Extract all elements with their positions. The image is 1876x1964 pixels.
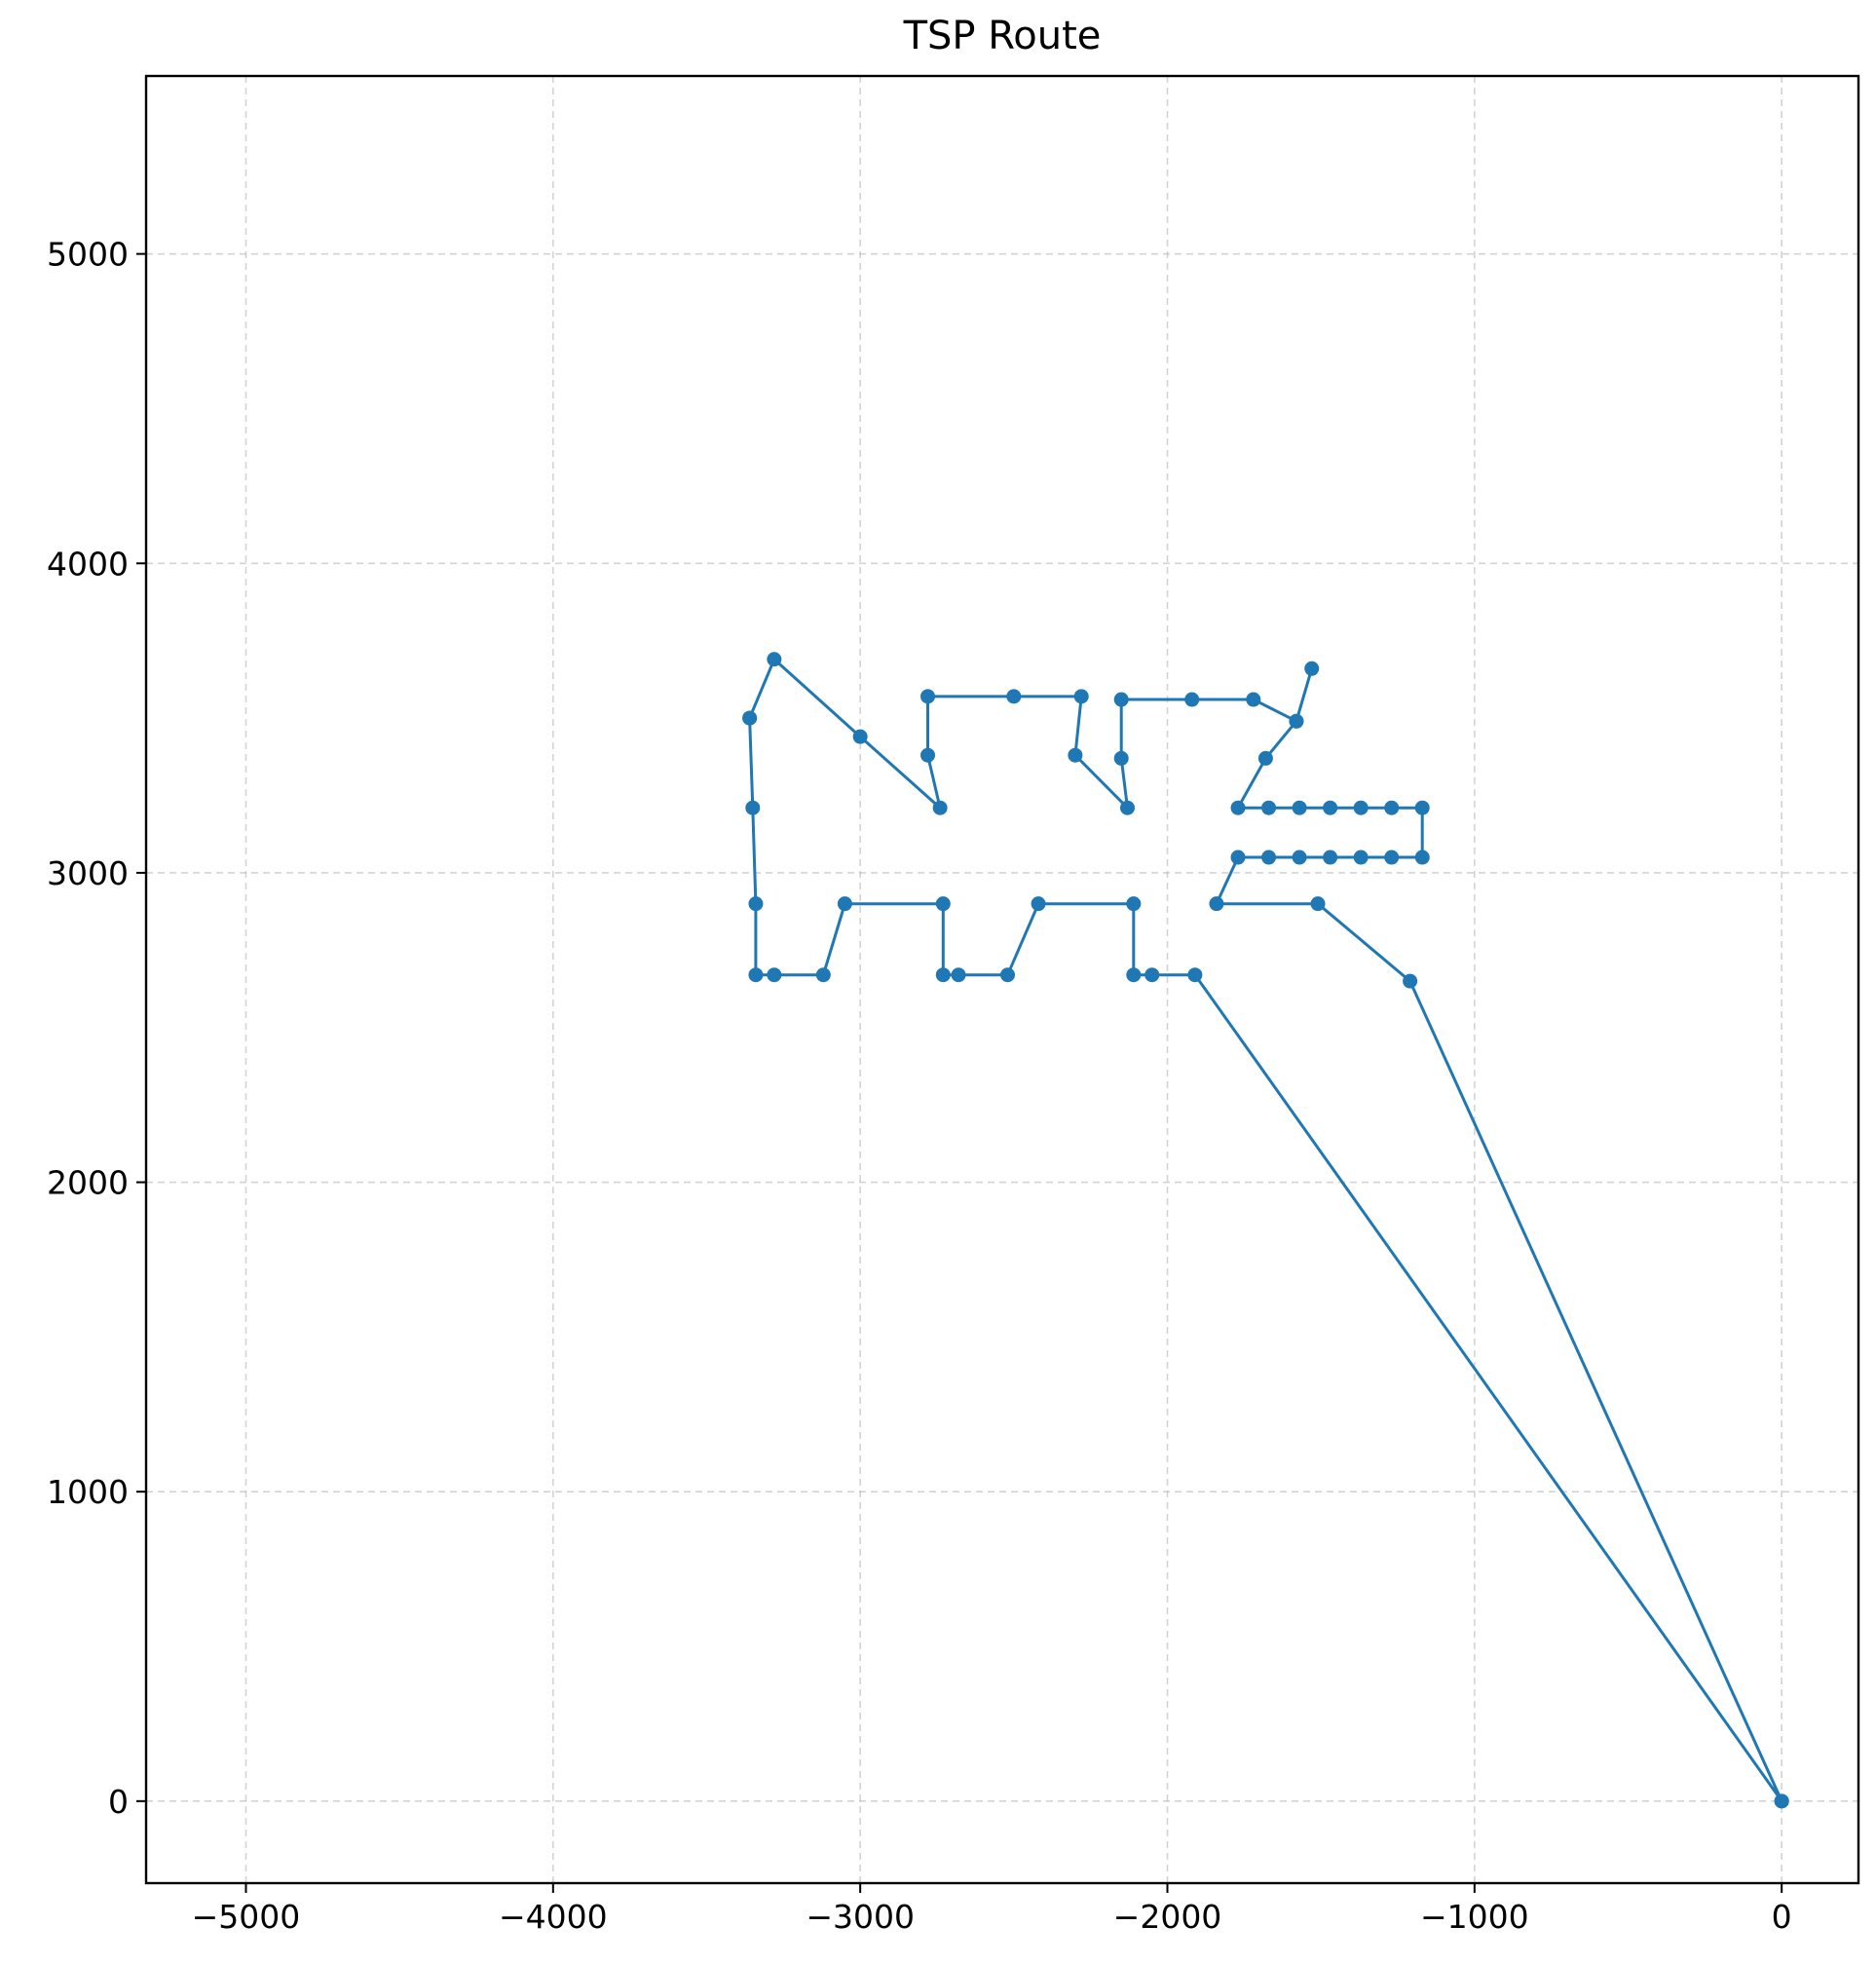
route-point xyxy=(837,896,852,912)
route-point xyxy=(1257,750,1273,766)
route-point xyxy=(748,967,764,983)
route-point xyxy=(1292,800,1307,815)
route-point xyxy=(745,800,761,815)
route-point xyxy=(1289,713,1304,729)
route-point xyxy=(932,800,948,815)
route-point xyxy=(1414,850,1430,865)
route-point xyxy=(1310,896,1326,912)
route-point xyxy=(1323,850,1338,865)
route-point xyxy=(1119,800,1135,815)
route-point xyxy=(1292,850,1307,865)
y-tick-label: 3000 xyxy=(47,854,129,892)
y-tick-label: 2000 xyxy=(47,1164,129,1202)
route-point xyxy=(1323,800,1338,815)
route-point xyxy=(935,967,951,983)
chart-title: TSP Route xyxy=(903,14,1102,58)
route-point xyxy=(1209,896,1224,912)
route-line xyxy=(748,658,1783,1802)
route-point xyxy=(1246,692,1261,707)
x-tick-label: −5000 xyxy=(192,1898,301,1936)
route-point xyxy=(1113,692,1129,707)
route-point xyxy=(1414,800,1430,815)
route-point xyxy=(935,896,951,912)
data-layer xyxy=(742,652,1789,1809)
route-point xyxy=(767,652,782,667)
route-point xyxy=(1230,800,1246,815)
route-point xyxy=(1184,692,1200,707)
x-tick-label: −1000 xyxy=(1420,1898,1529,1936)
route-point xyxy=(1144,967,1160,983)
route-point xyxy=(1113,750,1129,766)
route-point xyxy=(1353,850,1369,865)
route-point xyxy=(742,710,758,726)
route-point xyxy=(920,689,936,704)
route-point xyxy=(1126,967,1142,983)
route-point xyxy=(1384,850,1400,865)
route-point xyxy=(1353,800,1369,815)
route-point xyxy=(1261,800,1277,815)
route-point xyxy=(1068,747,1083,763)
route-point xyxy=(920,747,936,763)
y-tick-label: 1000 xyxy=(47,1473,129,1511)
route-point xyxy=(1000,967,1016,983)
route-point xyxy=(1774,1794,1789,1809)
x-tick-label: −2000 xyxy=(1113,1898,1222,1936)
route-point xyxy=(815,967,831,983)
route-point xyxy=(1031,896,1046,912)
y-tick-label: 5000 xyxy=(47,236,129,274)
x-tick-label: −3000 xyxy=(806,1898,915,1936)
route-point xyxy=(852,729,868,744)
route-point xyxy=(1126,896,1142,912)
plot-frame xyxy=(144,74,1860,1885)
route-point xyxy=(767,967,782,983)
route-point xyxy=(1187,967,1203,983)
grid-lines xyxy=(146,76,1858,1883)
axis-ticks: −5000 −4000 −3000 −2000 −1000 0 0 1000 2000 3000 4… xyxy=(47,236,1792,1936)
x-tick-label: 0 xyxy=(1772,1898,1792,1936)
route-point xyxy=(1403,973,1418,989)
route-point xyxy=(1006,689,1022,704)
route-point xyxy=(951,967,966,983)
route-point xyxy=(1073,689,1089,704)
y-tick-label: 0 xyxy=(108,1783,129,1821)
route-point xyxy=(1261,850,1277,865)
route-point xyxy=(1230,850,1246,865)
y-tick-label: 4000 xyxy=(47,545,129,583)
route-point xyxy=(748,896,764,912)
x-tick-label: −4000 xyxy=(499,1898,608,1936)
route-point xyxy=(1384,800,1400,815)
route-point xyxy=(1304,661,1320,676)
